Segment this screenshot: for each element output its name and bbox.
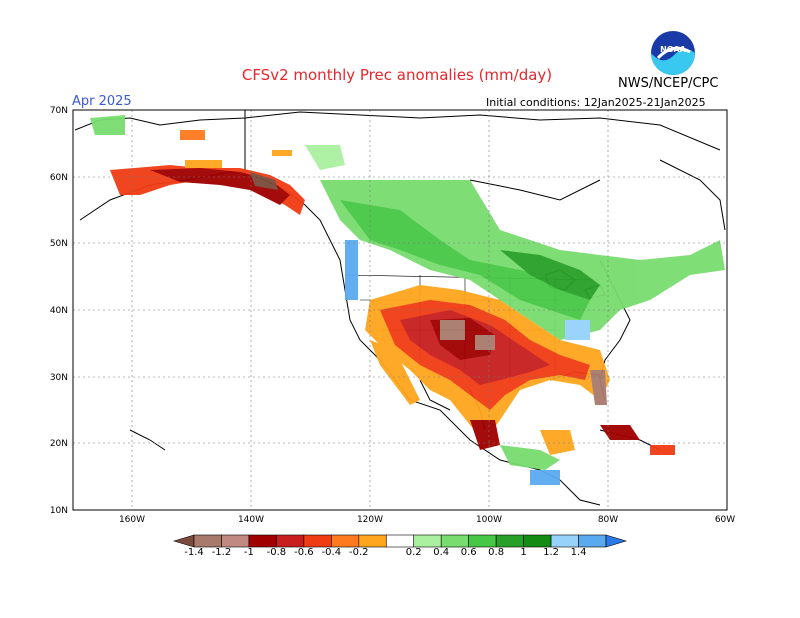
lat-labels: 70N 60N 50N 40N 30N 20N 10N [50, 106, 68, 516]
lat-label: 10N [50, 506, 68, 516]
anomaly-shading [90, 115, 725, 485]
lat-label: 60N [50, 173, 68, 183]
lat-label: 20N [50, 439, 68, 449]
colorbar-swatch [385, 534, 415, 548]
lon-label: 160W [119, 515, 145, 525]
lon-label: 80W [598, 515, 618, 525]
colorbar-label: 0.4 [433, 547, 450, 558]
lat-label: 50N [50, 239, 68, 249]
colorbar-swatch [276, 534, 305, 548]
colorbar-swatch [468, 534, 497, 548]
colorbar-swatch [193, 534, 222, 548]
colorbar-label: 1 [520, 547, 527, 558]
chart-title: CFSv2 monthly Prec anomalies (mm/day) [241, 66, 553, 84]
colorbar-swatch [331, 534, 360, 548]
colorbar-swatch [358, 534, 387, 548]
lon-label: 100W [476, 515, 502, 525]
colorbar-swatch [605, 534, 628, 548]
colorbar-label: 1.4 [570, 547, 587, 558]
gridlines [73, 110, 727, 510]
colorbar-label: 0.8 [488, 547, 505, 558]
colorbar-swatch [440, 534, 469, 548]
lon-label: 120W [357, 515, 383, 525]
colorbar-swatch [413, 534, 442, 548]
colorbar-swatch [172, 534, 195, 548]
colorbar-swatch [550, 534, 579, 548]
colorbar-label: -0.6 [294, 547, 314, 558]
org-name: NWS/NCEP/CPC [618, 76, 719, 91]
colorbar-label: -0.4 [321, 547, 342, 558]
lon-labels: 160W 140W 120W 100W 80W 60W [119, 515, 735, 525]
forecast-month: Apr 2025 [72, 94, 132, 109]
colorbar-label: -0.2 [349, 547, 369, 558]
colorbar-swatch [578, 534, 607, 548]
lat-label: 30N [50, 373, 68, 383]
colorbar-swatch [303, 534, 332, 548]
lon-label: 60W [715, 515, 735, 525]
colorbar-label: -0.8 [266, 547, 287, 558]
colorbar [172, 534, 628, 548]
svg-text:NOAA: NOAA [660, 45, 686, 54]
colorbar-swatch [248, 534, 277, 548]
colorbar-label: 0.2 [405, 547, 422, 558]
lat-label: 40N [50, 306, 68, 316]
initial-conditions: Initial conditions: 12Jan2025-21Jan2025 [486, 96, 706, 109]
colorbar-swatch [523, 534, 552, 548]
colorbar-label: -1.2 [211, 547, 232, 558]
lon-label: 140W [238, 515, 264, 525]
lat-label: 70N [50, 106, 68, 116]
colorbar-swatch [495, 534, 524, 548]
colorbar-label: -1.4 [184, 547, 204, 558]
colorbar-label: 0.6 [460, 547, 477, 558]
colorbar-label: -1 [243, 547, 254, 558]
colorbar-label: 1.2 [543, 547, 560, 558]
colorbar-swatch [221, 534, 250, 548]
noaa-logo: NOAA [651, 31, 695, 75]
